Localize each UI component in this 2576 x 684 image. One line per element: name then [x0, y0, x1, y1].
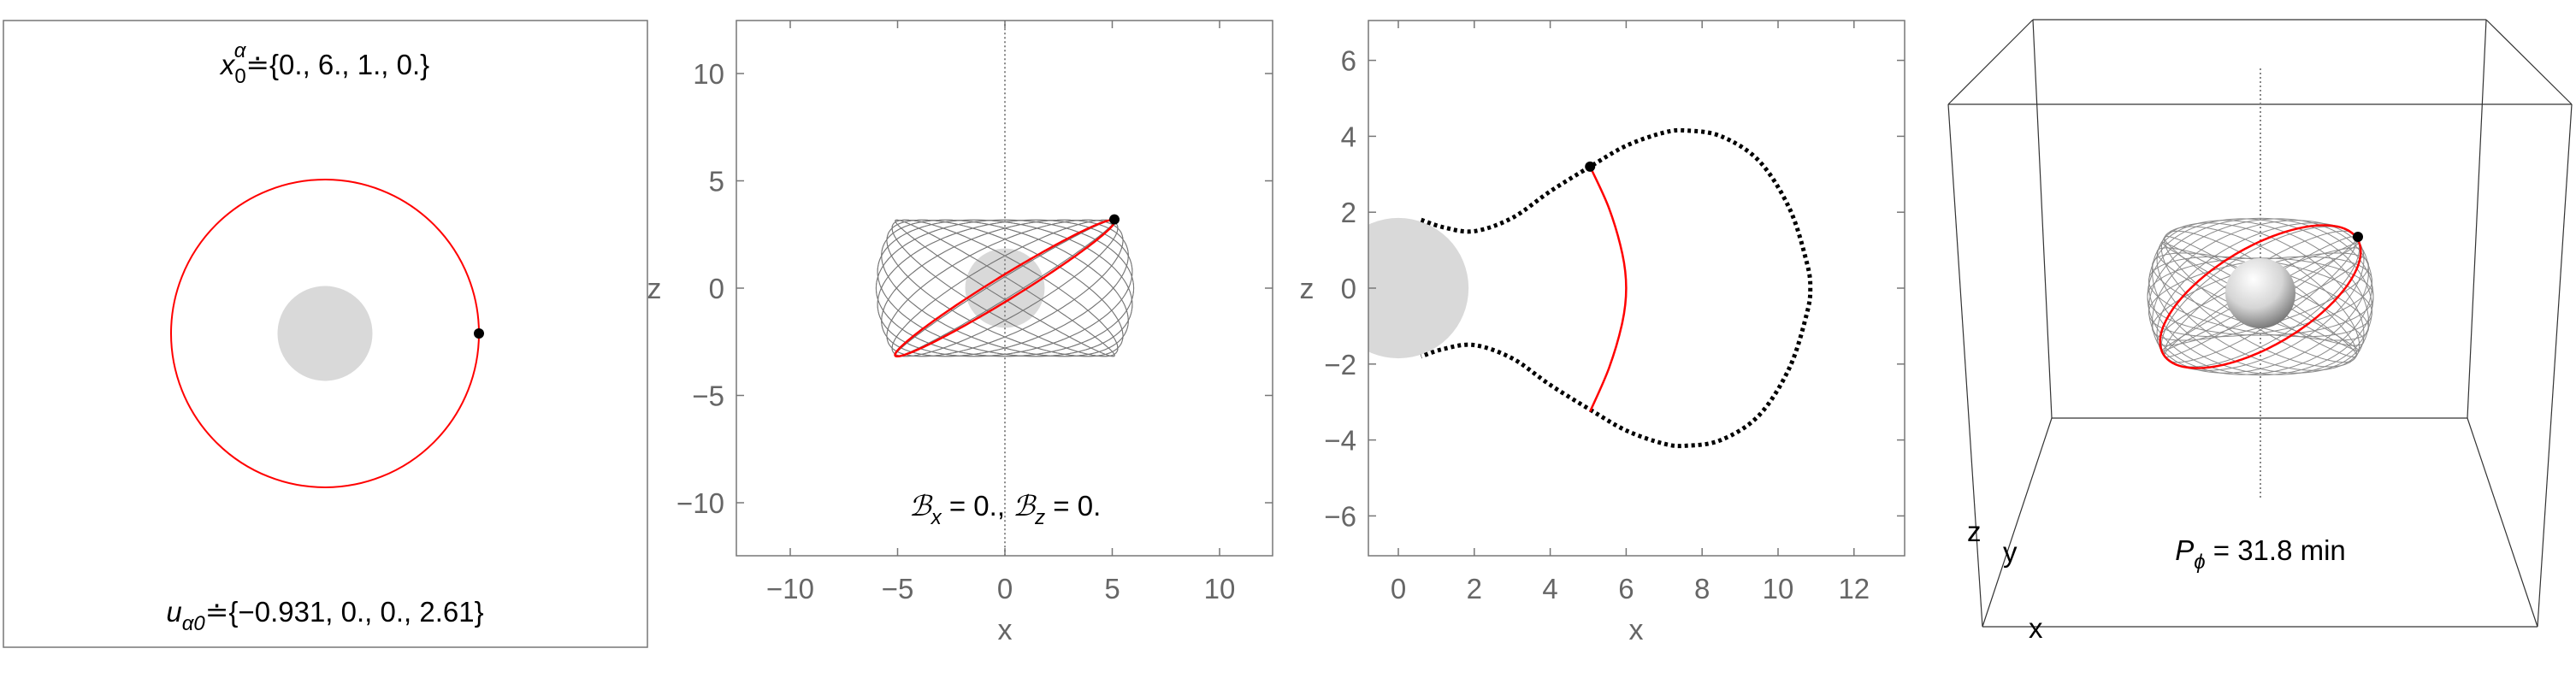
- subscript: z: [1034, 506, 1045, 529]
- value: ≐{0., 6., 1., 0.}: [245, 49, 429, 80]
- x-tick-label: −10: [766, 573, 814, 604]
- orbit-mesh-line: [2148, 218, 2372, 375]
- y-tick-label: 6: [1341, 45, 1356, 77]
- x-tick-label: 10: [1204, 573, 1236, 604]
- particle-marker: [1109, 214, 1120, 225]
- y-tick-label: −5: [692, 380, 724, 412]
- y-axis-label: z: [647, 273, 662, 305]
- subscript: α0: [182, 612, 206, 635]
- plot-area: [1368, 127, 1813, 449]
- field-label: ℬx = 0., ℬz = 0.: [909, 489, 1102, 529]
- y-tick-label: 2: [1341, 197, 1356, 228]
- subscript: x: [931, 506, 942, 529]
- particle-marker: [474, 328, 484, 339]
- bounding-box-edge: [1947, 19, 2034, 105]
- bounding-box-edge: [2032, 19, 2053, 419]
- orbit-line: [2159, 224, 2362, 369]
- orbit-mesh-line: [2148, 256, 2372, 338]
- y-tick-label: 5: [709, 166, 724, 198]
- axis-label-y: y: [2003, 536, 2018, 568]
- y-tick-label: −2: [1324, 349, 1356, 380]
- bounding-box-edge: [2537, 103, 2573, 628]
- symbol: x: [219, 49, 236, 80]
- y-tick-label: 10: [693, 58, 724, 90]
- axes: 0 2 4 6 8 10 12 −6 −4 −2 0 2 4 6: [1324, 21, 1905, 604]
- x-tick-label: 6: [1618, 573, 1634, 604]
- period-label: Pϕ = 31.8 min: [2175, 534, 2346, 574]
- symbol: P: [2175, 534, 2194, 566]
- y-tick-label: 0: [709, 273, 724, 304]
- y-tick-label: −4: [1324, 425, 1356, 457]
- panel-3d-view: z y x Pϕ = 31.8 min: [1947, 19, 2573, 644]
- subscript: 0: [234, 65, 245, 88]
- value: = 0.: [1045, 490, 1101, 522]
- panel-xz-projection: −10 −5 0 5 10 −10 −5 0 5 10 z x ℬx = 0., ℬz = 0.: [647, 20, 1273, 646]
- initial-velocity-label: uα0≐{−0.931, 0., 0., 2.61}: [166, 596, 483, 635]
- superscript: α: [234, 39, 247, 62]
- x-axis-label: x: [1629, 614, 1644, 646]
- panel-meridional: 0 2 4 6 8 10 12 −6 −4 −2 0 2 4 6 z x: [1300, 20, 1905, 646]
- y-tick-label: 4: [1341, 121, 1356, 152]
- particle-marker: [1585, 161, 1596, 172]
- x-axis-label: x: [998, 614, 1013, 646]
- symbol: ℬ: [909, 489, 933, 522]
- x-tick-label: 4: [1542, 573, 1557, 604]
- y-tick-label: −10: [676, 487, 724, 519]
- axis-label-z: z: [1967, 516, 1982, 547]
- orbit-mesh-line: [886, 219, 1124, 357]
- orbit-mesh-line: [2147, 257, 2374, 336]
- orbit-mesh-line: [2151, 220, 2370, 374]
- x-tick-label: 0: [997, 573, 1013, 604]
- central-body-sphere: [2225, 258, 2295, 328]
- y-tick-label: 0: [1341, 273, 1356, 304]
- panel-top-view: x0 α≐{0., 6., 1., 0.} uα0≐{−0.931, 0., 0.…: [3, 20, 648, 648]
- axis-label-x: x: [2029, 612, 2043, 644]
- symbol: u: [166, 596, 181, 628]
- x-tick-label: 2: [1467, 573, 1482, 604]
- plot-area: [875, 21, 1135, 556]
- value: = 0.,: [942, 490, 1013, 522]
- bounding-box-edge: [2467, 19, 2487, 419]
- subscript: ϕ: [2194, 551, 2205, 574]
- plot-area: [170, 179, 484, 488]
- x-tick-label: 5: [1104, 573, 1120, 604]
- y-axis-label: z: [1300, 273, 1315, 305]
- orbit-mesh-line: [877, 219, 1133, 357]
- orbit-mesh-line: [891, 219, 1119, 357]
- plot-area: [1947, 19, 2573, 628]
- axes: −10 −5 0 5 10 −10 −5 0 5 10: [676, 21, 1273, 604]
- bounding-box-edge: [1982, 417, 2053, 628]
- bounding-box-edge: [1947, 103, 1983, 628]
- x-tick-label: 0: [1391, 573, 1406, 604]
- value: = 31.8 min: [2206, 534, 2346, 566]
- orbit-line: [1589, 166, 1628, 412]
- x-tick-label: 10: [1763, 573, 1794, 604]
- orbit-line: [894, 218, 1116, 358]
- value: ≐{−0.931, 0., 0., 2.61}: [205, 596, 484, 628]
- central-body: [965, 248, 1045, 328]
- panel-frame: [3, 20, 648, 648]
- bounding-box-edge: [2467, 417, 2538, 628]
- y-tick-label: −6: [1324, 500, 1356, 532]
- particle-marker: [2353, 232, 2363, 242]
- central-body: [277, 286, 373, 381]
- x-tick-label: 12: [1838, 573, 1870, 604]
- initial-position-label: x0 α≐{0., 6., 1., 0.}: [219, 39, 429, 88]
- x-tick-label: 8: [1694, 573, 1710, 604]
- bounding-box-edge: [2485, 19, 2573, 105]
- envelope-dotted-curve: [1420, 127, 1813, 449]
- x-tick-label: −5: [882, 573, 914, 604]
- symbol: ℬ: [1013, 489, 1037, 522]
- central-body: [1368, 217, 1469, 359]
- orbit-mesh-line: [875, 219, 1135, 357]
